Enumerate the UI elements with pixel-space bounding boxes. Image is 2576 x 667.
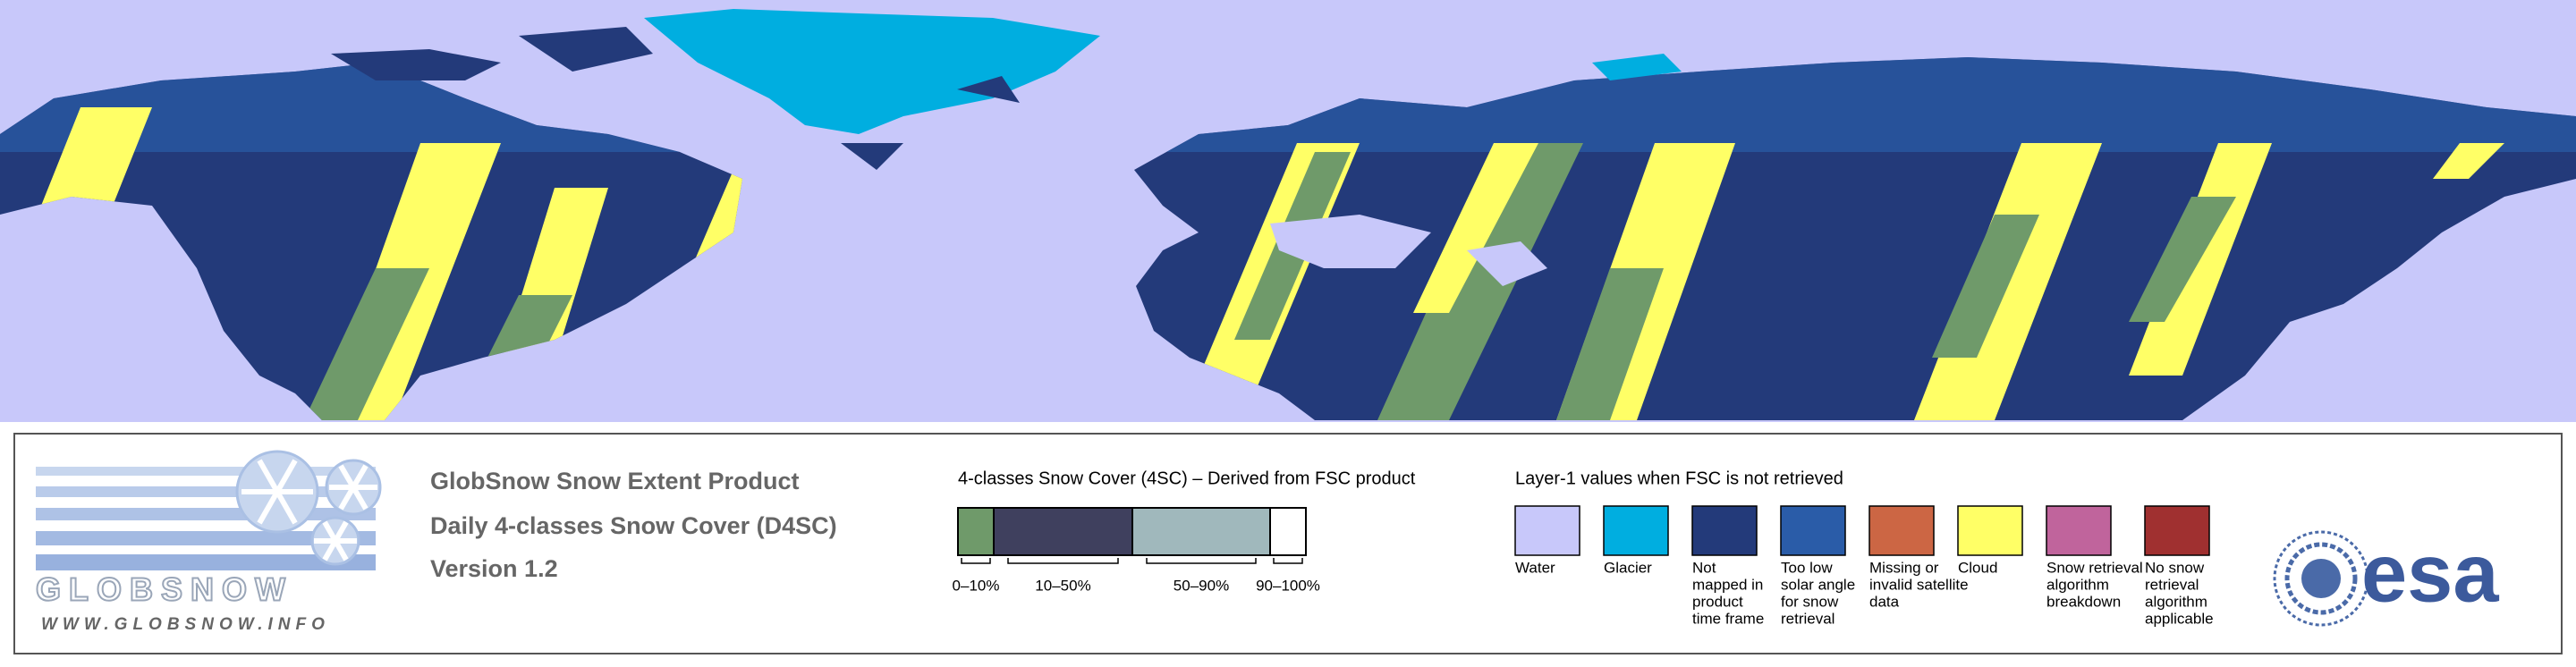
layer1-swatch: [2144, 505, 2210, 556]
logo-stripe: [36, 486, 376, 497]
product-title: GlobSnow Snow Extent Product: [430, 468, 800, 494]
greenland: [644, 9, 1100, 134]
class-bracket: [961, 558, 991, 564]
esa-swirl: [2284, 542, 2358, 615]
class-label: 90–100%: [1256, 577, 1320, 594]
layer1-swatch: [1957, 505, 2023, 556]
swath: [1556, 268, 1664, 420]
logo-stripe: [36, 508, 376, 520]
class-label: 50–90%: [1174, 577, 1229, 594]
layer1-label: algorithm: [2145, 593, 2207, 610]
layer1-label: Not: [1692, 559, 1716, 576]
layer1-label: solar angle: [1781, 576, 1855, 593]
layer1-label: Missing or: [1869, 559, 1939, 576]
layer1-label: product: [1692, 593, 1743, 610]
esa-swirl: [2273, 530, 2369, 627]
layer1-swatch: [1780, 505, 1846, 556]
layer1-label: Too low: [1781, 559, 1833, 576]
layer1-label: retrieval: [2145, 576, 2199, 593]
layer1-label: time frame: [1692, 610, 1764, 627]
layer1-swatch: [1603, 505, 1669, 556]
product-version: Version 1.2: [430, 555, 558, 582]
class-bracket: [1273, 558, 1303, 564]
swath: [304, 268, 429, 420]
layer1-label: algorithm: [2046, 576, 2109, 593]
layer1-swatch: [1514, 505, 1580, 556]
layer1-label: applicable: [2145, 610, 2214, 627]
esa-name: esa: [2361, 528, 2499, 619]
snow-cover-title: 4-classes Snow Cover (4SC) – Derived fro…: [958, 469, 1416, 488]
swath: [2433, 143, 2504, 179]
sea: [1467, 241, 1547, 286]
class-label: 10–50%: [1035, 577, 1090, 594]
logo-stripe: [36, 467, 376, 476]
layer1-label: Water: [1515, 559, 1555, 576]
globsnow-logo: GLOBSNOW WWW.GLOBSNOW.INFO: [35, 450, 382, 634]
layer1-label: mapped in: [1692, 576, 1763, 593]
novaya-zemlya: [1592, 54, 1682, 80]
logo-name: GLOBSNOW: [36, 571, 293, 608]
class-label: 0–10%: [953, 577, 1000, 594]
swath: [1413, 143, 1538, 313]
greenland-coast: [841, 143, 903, 170]
layer1-swatch: [2046, 505, 2112, 556]
logo-stripe: [36, 554, 376, 570]
layer1-label: data: [1869, 593, 1900, 610]
esa-core: [2301, 559, 2341, 598]
sea: [1270, 215, 1431, 268]
logo-stripe: [36, 531, 376, 545]
snow-cover-classes: 0–10% 10–50% 50–90% 90–100%: [953, 507, 1320, 594]
class-swatch: [1131, 507, 1271, 556]
layer1-label: Cloud: [1958, 559, 1997, 576]
layer1-label: Snow retrieval: [2046, 559, 2143, 576]
layer1-swatch: [1691, 505, 1758, 556]
layer1-label: retrieval: [1781, 610, 1835, 627]
greenland-coast: [957, 76, 1020, 103]
layer1-swatch: [1868, 505, 1935, 556]
arctic-islands: [331, 49, 501, 80]
swath: [1932, 215, 2039, 358]
class-swatch: [993, 507, 1133, 556]
snowflakes: [235, 450, 382, 566]
layer1-label: No snow: [2145, 559, 2205, 576]
swath: [1377, 143, 1583, 420]
esa-logo: esa: [2273, 528, 2499, 627]
class-bracket: [1007, 558, 1119, 564]
layer1-label: breakdown: [2046, 593, 2121, 610]
logo-url: WWW.GLOBSNOW.INFO: [41, 615, 330, 634]
layer1-label: Glacier: [1604, 559, 1652, 576]
swath: [2129, 197, 2236, 322]
class-bracket: [1146, 558, 1257, 564]
class-swatch: [957, 507, 995, 556]
layer1-label: for snow: [1781, 593, 1839, 610]
layer1-label: invalid satellite: [1869, 576, 1969, 593]
class-swatch: [1269, 507, 1307, 556]
layer1-title: Layer-1 values when FSC is not retrieved: [1515, 469, 1843, 488]
arctic-islands: [519, 27, 653, 72]
product-subtitle: Daily 4-classes Snow Cover (D4SC): [430, 512, 837, 539]
